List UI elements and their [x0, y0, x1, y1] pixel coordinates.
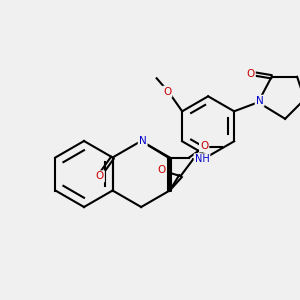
Text: N: N: [139, 136, 146, 146]
Text: O: O: [96, 171, 104, 182]
Text: NH: NH: [195, 154, 209, 164]
Text: O: O: [163, 87, 171, 97]
Text: O: O: [200, 141, 208, 152]
Text: O: O: [158, 165, 166, 175]
Text: O: O: [247, 69, 255, 79]
Text: N: N: [256, 96, 263, 106]
